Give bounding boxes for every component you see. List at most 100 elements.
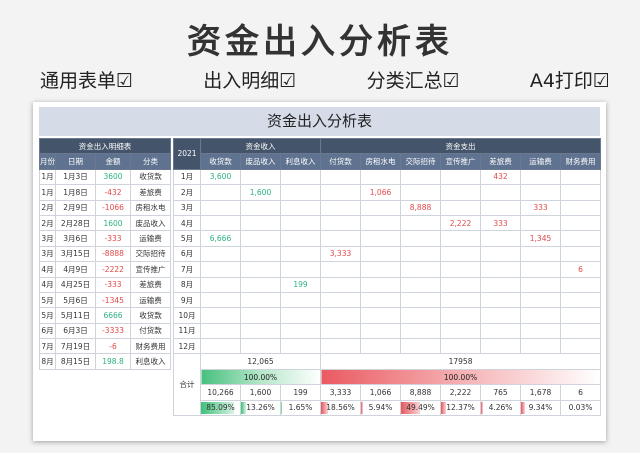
summary-row: 10月 xyxy=(173,307,602,324)
expense-cell xyxy=(360,168,402,186)
expense-cell xyxy=(360,307,402,324)
expense-cell xyxy=(520,168,562,186)
expense-cell xyxy=(560,322,602,340)
column-total: 1,066 xyxy=(360,384,402,401)
ledger-date: 4月25日 xyxy=(55,276,96,293)
expense-cell xyxy=(320,322,362,340)
income-col-header: 收货款 xyxy=(200,153,241,170)
expense-cell xyxy=(520,214,562,232)
expense-cell xyxy=(320,230,362,247)
ledger-date: 4月9日 xyxy=(55,261,96,278)
column-total: 199 xyxy=(279,384,322,401)
ledger-month: 5月 xyxy=(39,291,56,309)
expense-cell: 432 xyxy=(480,168,522,186)
income-cell xyxy=(279,291,322,309)
percent-value: 4.26% xyxy=(488,403,513,413)
feature-general-form: 通用表单☑ xyxy=(40,70,134,92)
income-col-header: 废品收入 xyxy=(240,153,281,170)
expense-cell xyxy=(520,322,562,340)
income-cell xyxy=(200,338,241,355)
column-total: 8,888 xyxy=(400,384,442,401)
expense-cell xyxy=(440,322,482,340)
column-percent: 5.94% xyxy=(360,399,402,417)
income-cell xyxy=(240,261,281,278)
ledger-amount: 1600 xyxy=(95,214,131,232)
ledger-date: 1月3日 xyxy=(55,168,96,186)
expense-cell xyxy=(320,214,362,232)
income-col-header: 利息收入 xyxy=(279,153,322,170)
income-cell xyxy=(240,214,281,232)
summary-row: 4月 2,222 333 xyxy=(173,214,602,232)
income-cell: 6,666 xyxy=(200,230,241,247)
expense-cell xyxy=(400,214,442,232)
expense-cell xyxy=(320,184,362,201)
ledger-month: 2月 xyxy=(39,199,56,216)
percent-value: 12.37% xyxy=(446,403,475,413)
summary-month: 5月 xyxy=(173,230,201,247)
ledger-row: 3月 3月6日 -333 运输费 xyxy=(39,230,171,247)
ledger-month: 2月 xyxy=(39,214,56,232)
expense-cell xyxy=(560,214,602,232)
ledger-amount: 198.8 xyxy=(95,353,131,370)
summary-year: 2021 xyxy=(173,138,201,170)
expense-cell xyxy=(560,245,602,263)
ledger-row: 1月 1月8日 -432 差旅费 xyxy=(39,184,171,201)
ledger-row: 8月 8月15日 198.8 利息收入 xyxy=(39,353,171,370)
income-cell xyxy=(279,168,322,186)
column-total: 2,222 xyxy=(440,384,482,401)
expense-cell: 333 xyxy=(480,214,522,232)
income-cell xyxy=(200,291,241,309)
summary-month: 8月 xyxy=(173,276,201,293)
expense-cell xyxy=(520,184,562,201)
income-cell xyxy=(240,307,281,324)
ledger-category: 废品收入 xyxy=(130,214,171,232)
income-cell xyxy=(240,230,281,247)
ledger-category: 利息收入 xyxy=(130,353,171,370)
expense-cell: 333 xyxy=(520,199,562,216)
column-percent: 85.09% xyxy=(200,399,241,417)
summary-column-headers: 收货款 废品收入 利息收入 付货款 房租水电 交际招待 宣传推广 差旅费 运输费 财务费用 xyxy=(174,153,602,170)
expense-cell xyxy=(320,291,362,309)
expense-cell xyxy=(520,276,562,293)
ledger-amount: -3333 xyxy=(95,322,131,340)
income-cell xyxy=(279,338,322,355)
ledger-category: 收货款 xyxy=(130,307,171,324)
ledger-amount: -333 xyxy=(95,276,131,293)
ledger-row: 5月 5月6日 -1345 运输费 xyxy=(39,291,171,309)
summary-month: 10月 xyxy=(173,307,201,324)
expense-cell xyxy=(440,230,482,247)
percent-bar xyxy=(441,401,446,415)
percent-bar xyxy=(201,401,235,415)
summary-month: 1月 xyxy=(173,168,201,186)
income-cell xyxy=(240,291,281,309)
expense-cell xyxy=(480,261,522,278)
summary-row: 7月 6 xyxy=(173,261,602,278)
ledger-table: 资金出入明细表 月份 日期 金额 分类 1月 1月3日 3600 收货款 1月 1月8日 -… xyxy=(39,137,171,370)
expense-cell xyxy=(360,199,402,216)
expense-cell xyxy=(560,338,602,355)
summary-month: 2月 xyxy=(173,184,201,201)
expense-cell xyxy=(520,261,562,278)
expense-cell xyxy=(560,276,602,293)
ledger-col-category: 分类 xyxy=(130,153,171,170)
column-percent: 49.49% xyxy=(400,399,442,417)
ledger-date: 2月28日 xyxy=(55,214,96,232)
expense-cell xyxy=(360,230,402,247)
expense-share: 100.00% xyxy=(320,368,602,386)
expense-header: 资金支出 xyxy=(320,137,602,155)
income-cell xyxy=(200,214,241,232)
expense-cell xyxy=(520,245,562,263)
expense-cell xyxy=(360,291,402,309)
summary-month: 7月 xyxy=(173,261,201,278)
expense-cell xyxy=(400,230,442,247)
ledger-amount: -6 xyxy=(95,338,131,355)
expense-cell xyxy=(400,184,442,201)
expense-cell: 3,333 xyxy=(320,245,362,263)
summary-month: 9月 xyxy=(173,291,201,309)
ledger-body: 1月 1月3日 3600 收货款 1月 1月8日 -432 差旅费 2月 2月9日 -1066 房租水… xyxy=(39,168,171,370)
expense-cell xyxy=(320,199,362,216)
income-cell: 199 xyxy=(279,276,322,293)
income-cell xyxy=(240,199,281,216)
expense-cell xyxy=(520,291,562,309)
expense-cell: 2,222 xyxy=(440,214,482,232)
